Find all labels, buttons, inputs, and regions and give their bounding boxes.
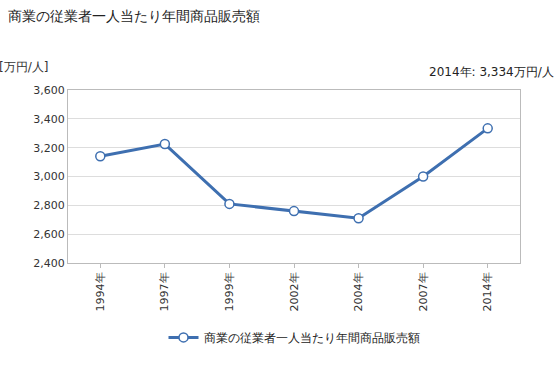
svg-text:1999年: 1999年 [223,272,236,311]
svg-text:3,200: 3,200 [33,142,65,155]
svg-text:2002年: 2002年 [288,272,301,311]
svg-text:3,600: 3,600 [33,84,65,97]
svg-text:商業の従業者一人当たり年間商品販売額: 商業の従業者一人当たり年間商品販売額 [204,331,420,345]
svg-text:[万円/人]: [万円/人] [0,60,48,74]
svg-text:3,400: 3,400 [33,113,65,126]
svg-text:商業の従業者一人当たり年間商品販売額: 商業の従業者一人当たり年間商品販売額 [8,8,260,24]
svg-text:1997年: 1997年 [158,272,171,311]
svg-text:1994年: 1994年 [94,272,107,311]
svg-text:2014年: 2014年 [481,272,494,311]
svg-text:2,800: 2,800 [33,199,65,212]
svg-text:2,600: 2,600 [33,228,65,241]
svg-text:2014年: 3,334万円/人: 2014年: 3,334万円/人 [429,65,554,79]
svg-text:2004年: 2004年 [352,272,365,311]
svg-text:2,400: 2,400 [33,257,65,270]
svg-text:3,000: 3,000 [33,170,65,183]
svg-text:2007年: 2007年 [417,272,430,311]
